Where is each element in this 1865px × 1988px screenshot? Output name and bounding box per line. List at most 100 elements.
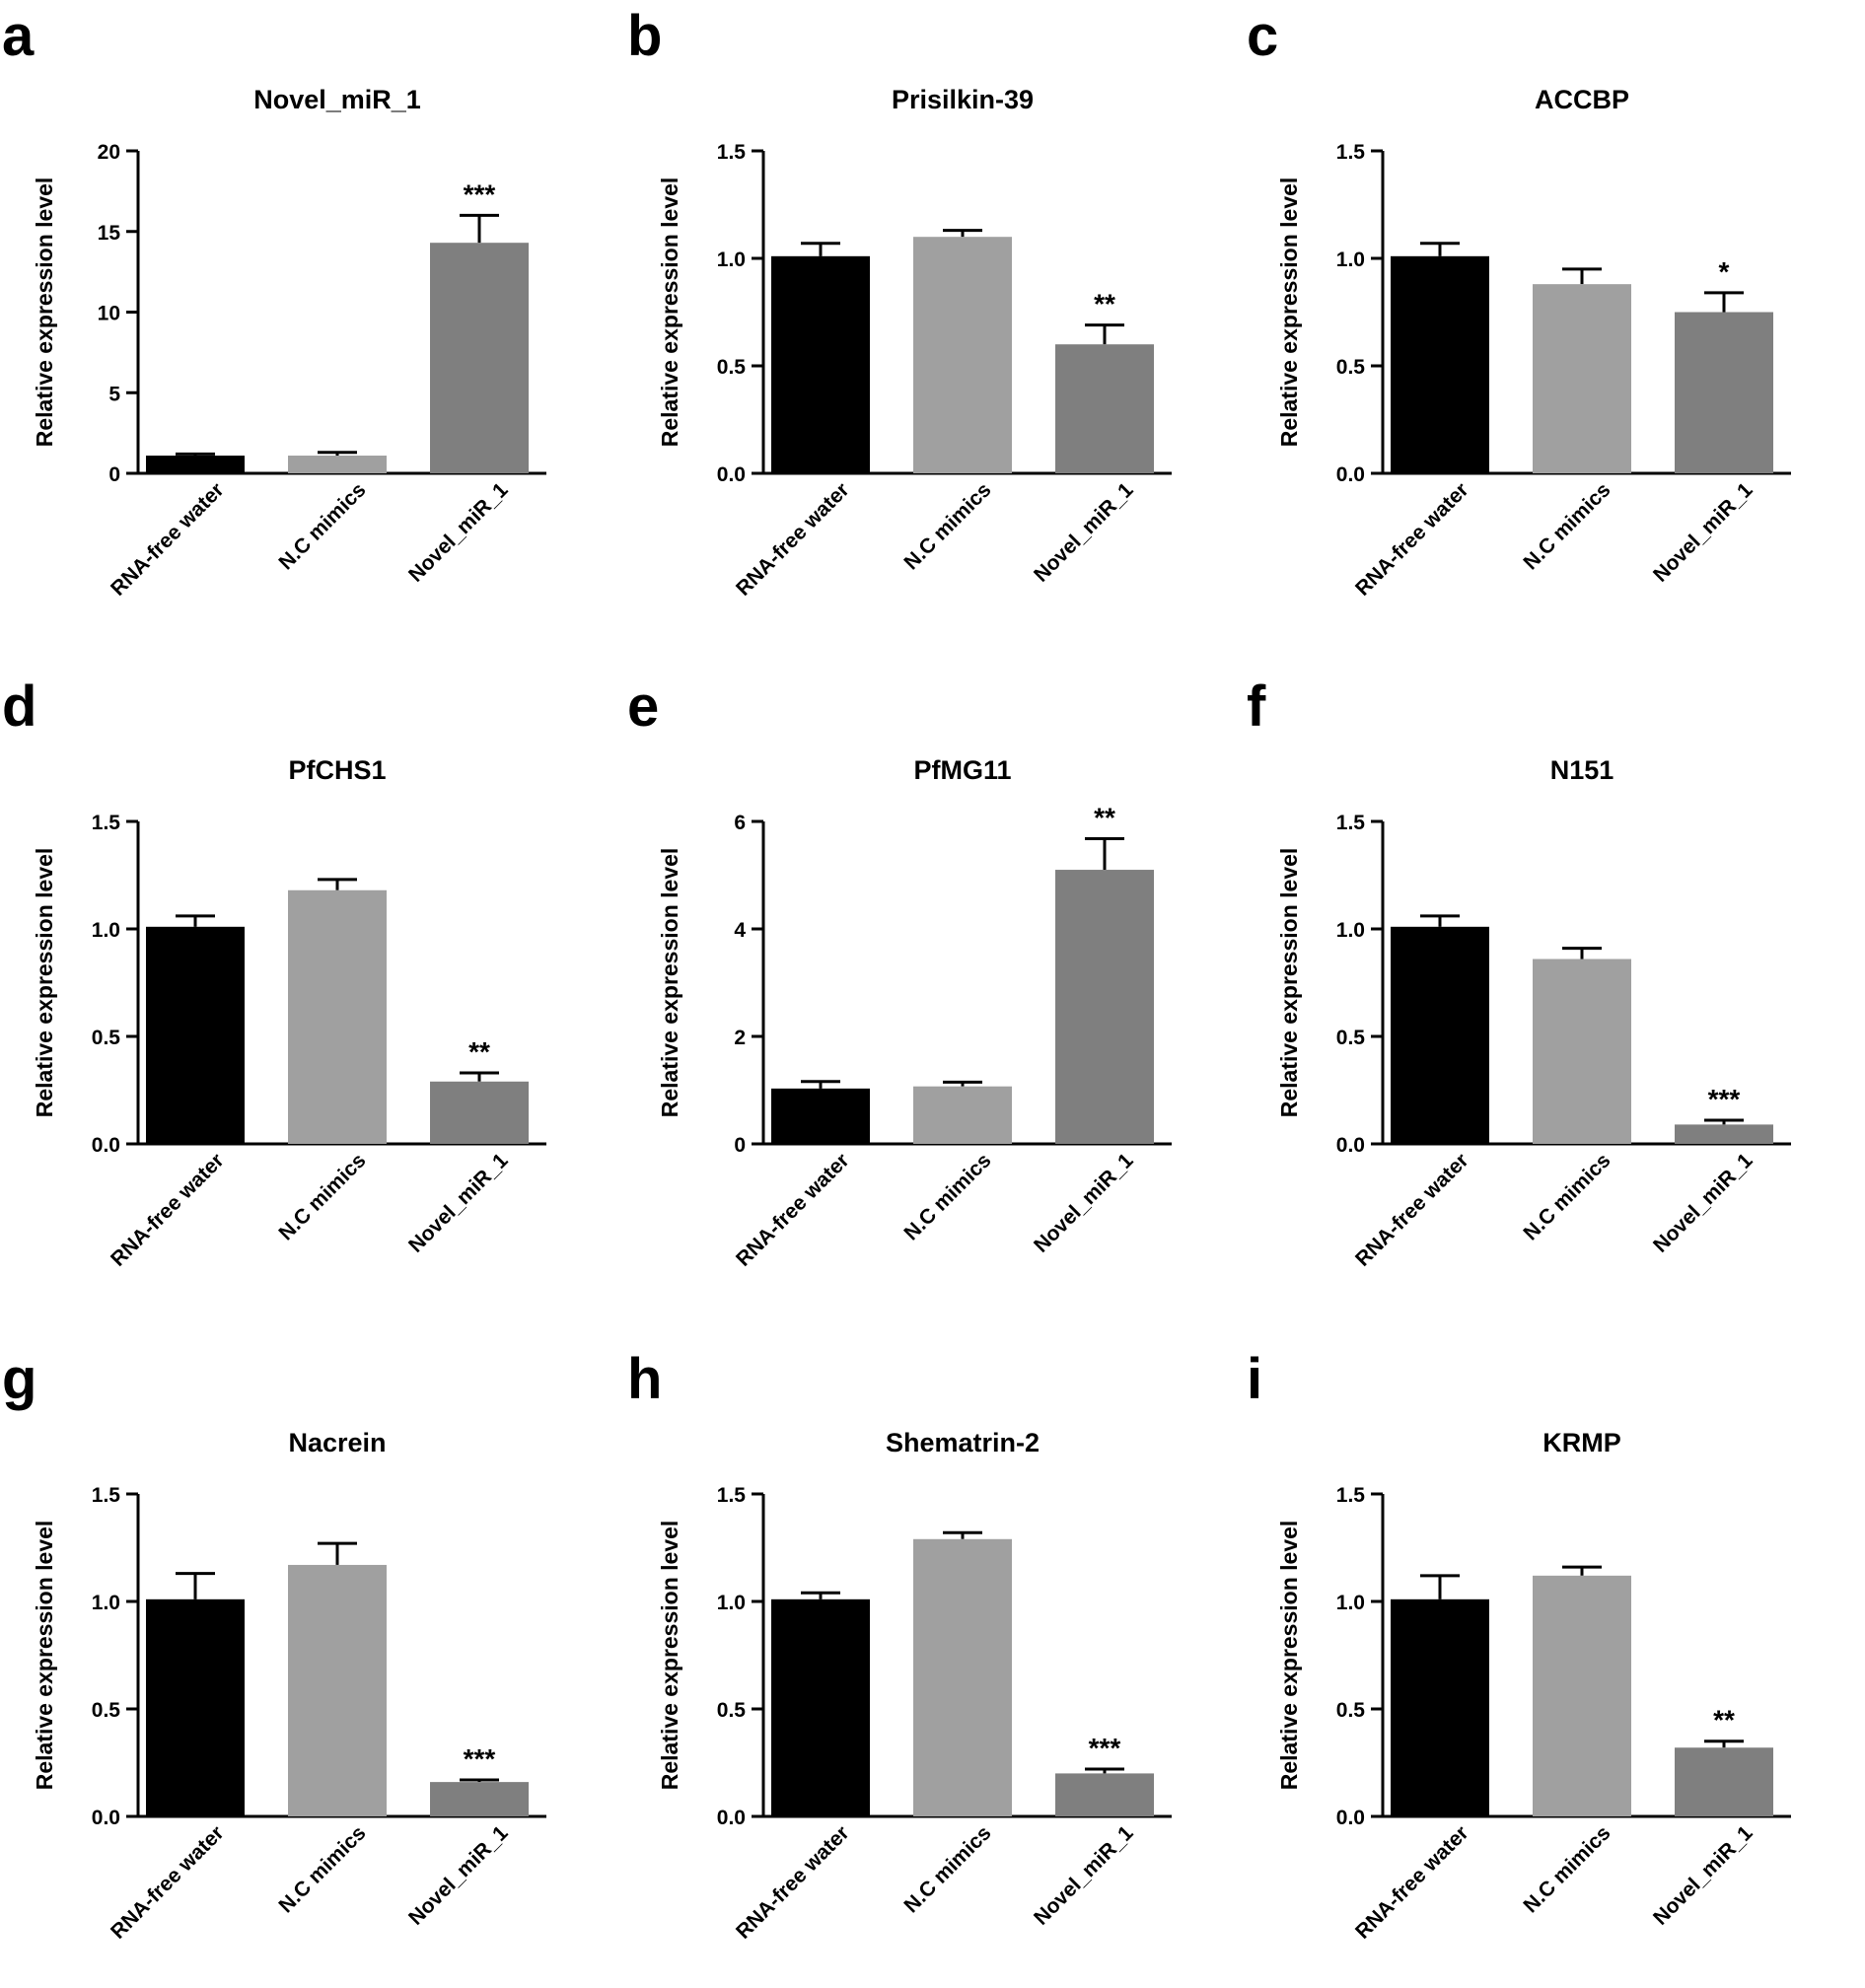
significance-label: *** [1089,1733,1121,1763]
x-category-label: RNA-free water [107,1149,229,1271]
significance-label: *** [464,1743,496,1774]
x-category-label: Novel_miR_1 [1649,1149,1757,1257]
panel-letter: h [627,1347,662,1411]
y-tick-label: 0.0 [1336,463,1365,486]
chart-title: N151 [1550,755,1614,785]
chart-title: Prisilkin-39 [892,85,1034,114]
bar-3 [1675,1124,1773,1144]
y-tick-label: 1.5 [717,1484,747,1507]
x-category-label: RNA-free water [732,1821,854,1944]
y-axis-label: Relative expression level [1276,848,1302,1118]
bar-3 [1055,344,1154,473]
x-category-label: N.C mimics [1519,1821,1614,1917]
significance-label: * [1719,256,1730,287]
x-category-label: RNA-free water [107,1821,229,1944]
bar-3 [1055,1773,1154,1816]
panel-letter: c [1247,4,1278,68]
x-category-label: Novel_miR_1 [404,1149,513,1257]
y-tick-label: 2 [734,1027,746,1049]
x-category-label: N.C mimics [899,478,995,574]
y-tick-label: 1.0 [1336,1592,1365,1614]
chart-title: ACCBP [1535,85,1629,114]
panel-i: i KRMP Relative expression level 0.0 0.5 1.0 1… [1247,1347,1791,1944]
y-tick-label: 1.0 [1336,248,1365,271]
x-category-label: N.C mimics [1519,478,1614,574]
y-tick-label: 1.5 [717,141,747,164]
y-tick-label: 10 [98,303,120,325]
bar-2 [913,237,1012,473]
bar-1 [146,926,245,1144]
bar-1 [1391,255,1489,473]
significance-label: ** [1094,802,1115,832]
y-tick-label: 0.0 [717,1807,746,1829]
y-tick-label: 0.5 [92,1027,121,1049]
bar-2 [913,1538,1012,1816]
bar-1 [1391,1598,1489,1816]
bar-1 [771,255,870,473]
significance-label: ** [1713,1705,1735,1736]
x-category-label: RNA-free water [732,478,854,601]
y-tick-label: 1.0 [717,1592,746,1614]
y-tick-label: 0.5 [1336,1027,1366,1049]
y-tick-label: 20 [98,141,120,164]
y-axis-label: Relative expression level [1276,1521,1302,1791]
x-category-label: Novel_miR_1 [1649,1821,1757,1930]
y-tick-label: 0.5 [92,1699,121,1722]
panel-f: f N151 Relative expression level 0.0 0.5 1.0 1… [1247,674,1791,1271]
x-category-label: RNA-free water [1351,478,1473,601]
bar-2 [288,1564,387,1816]
y-tick-label: 0.5 [1336,1699,1366,1722]
y-tick-label: 1.5 [1336,1484,1366,1507]
y-tick-label: 0 [734,1134,746,1157]
panel-b: b Prisilkin-39 Relative expression level 0.… [627,4,1172,601]
y-tick-label: 1.5 [1336,141,1366,164]
panel-letter: d [2,674,36,739]
y-tick-label: 1.5 [92,1484,121,1507]
y-axis-label: Relative expression level [32,848,57,1118]
x-category-label: RNA-free water [732,1149,854,1271]
panel-c: c ACCBP Relative expression level 0.0 0.5 1.0… [1247,4,1791,601]
y-tick-label: 6 [734,812,746,834]
significance-label: ** [468,1036,490,1067]
y-tick-label: 0.5 [1336,356,1366,379]
y-tick-label: 5 [108,383,120,405]
panel-letter: g [2,1347,36,1411]
significance-label: *** [464,178,496,209]
y-tick-label: 1.5 [92,812,121,834]
y-tick-label: 0.0 [717,463,746,486]
panel-letter: i [1247,1347,1262,1411]
bar-1 [146,1598,245,1816]
bar-3 [430,243,529,473]
y-tick-label: 0.0 [1336,1807,1365,1829]
panel-d: d PfCHS1 Relative expression level 0.0 0.5 1.… [2,674,546,1271]
panel-letter: b [627,4,662,68]
x-category-label: N.C mimics [274,478,370,574]
bar-3 [430,1782,529,1816]
chart-title: PfMG11 [913,755,1011,785]
x-category-label: N.C mimics [1519,1149,1614,1244]
y-tick-label: 4 [734,919,746,942]
y-axis-label: Relative expression level [1276,178,1302,448]
y-tick-label: 1.0 [92,1592,120,1614]
x-category-label: N.C mimics [274,1149,370,1244]
y-tick-label: 1.5 [1336,812,1366,834]
bar-2 [288,456,387,473]
chart-title: Nacrein [288,1428,386,1457]
x-category-label: N.C mimics [274,1821,370,1917]
bar-2 [1533,284,1631,473]
bar-3 [430,1081,529,1144]
significance-label: ** [1094,289,1115,320]
y-tick-label: 0 [108,463,120,486]
bar-2 [913,1086,1012,1144]
y-tick-label: 0.0 [92,1807,120,1829]
chart-title: PfCHS1 [288,755,386,785]
chart-title: Shematrin-2 [886,1428,1040,1457]
y-tick-label: 15 [98,222,121,245]
x-category-label: N.C mimics [899,1149,995,1244]
bar-1 [1391,926,1489,1144]
y-tick-label: 0.5 [717,1699,747,1722]
bar-2 [288,889,387,1144]
panel-a: a Novel_miR_1 Relative expression level 0 5 1… [2,4,546,601]
